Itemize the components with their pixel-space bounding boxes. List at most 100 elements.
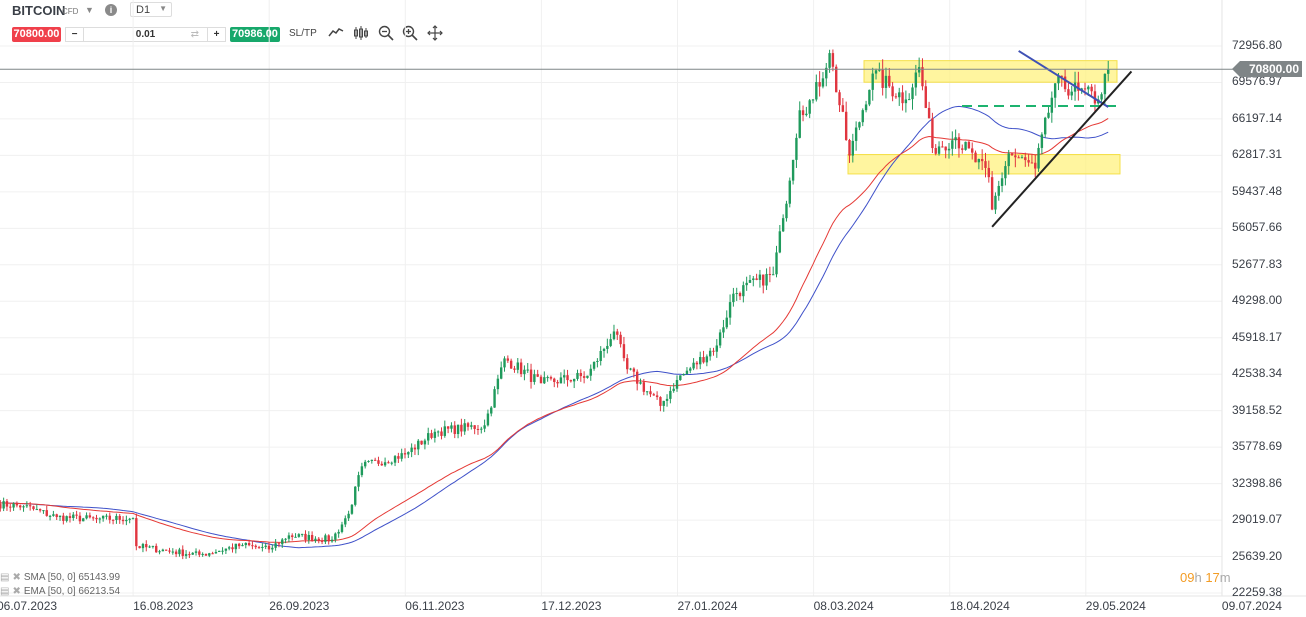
buy-button[interactable]: 70986.00	[230, 27, 280, 42]
zoom-out-icon[interactable]	[377, 25, 395, 43]
candle-body	[977, 159, 981, 163]
candle-body	[350, 504, 354, 514]
candle-body	[559, 377, 563, 384]
increase-volume-button[interactable]: +	[207, 28, 225, 41]
candle-body	[52, 514, 55, 516]
candle-body	[971, 148, 974, 153]
zoom-in-icon[interactable]	[401, 25, 419, 43]
settings-icon[interactable]: ▤	[0, 572, 10, 583]
legend-sma[interactable]: ▤ ✖ SMA [50, 0] 65143.99	[0, 571, 120, 585]
symbol-dropdown-icon[interactable]: ▼	[85, 5, 94, 15]
candle-body	[781, 218, 785, 232]
info-icon[interactable]: i	[105, 4, 117, 16]
candle-body	[1020, 157, 1024, 159]
candle-body	[314, 538, 317, 541]
candle-body	[689, 368, 692, 371]
candle-body	[231, 547, 234, 550]
candle-body	[227, 547, 231, 549]
candle-body	[788, 180, 791, 204]
candle-body	[907, 99, 911, 101]
candle-body	[363, 461, 367, 467]
candle-body	[592, 361, 596, 369]
candle-body	[642, 382, 646, 392]
candle-body	[775, 252, 778, 275]
candle-body	[48, 515, 52, 517]
candle-body	[158, 551, 161, 553]
decrease-volume-button[interactable]: −	[66, 28, 84, 41]
candle-body	[649, 391, 652, 395]
candlestick-icon[interactable]	[352, 25, 370, 43]
candle-body	[894, 96, 898, 98]
ascending-trendline	[991, 70, 1133, 228]
candle-body	[579, 372, 583, 377]
candle-body	[254, 545, 257, 548]
settings-icon[interactable]: ▤	[0, 586, 10, 597]
sltp-button[interactable]: SL/TP	[289, 28, 317, 39]
candle-body	[987, 167, 991, 178]
candle-body	[526, 369, 529, 371]
candle-body	[357, 475, 360, 487]
crosshair-move-icon[interactable]	[426, 25, 444, 43]
candle-body	[1093, 91, 1097, 104]
candle-body	[1037, 147, 1040, 169]
volume-input[interactable]: 0.01	[135, 29, 156, 40]
candle-body	[9, 506, 12, 508]
candle-body	[178, 549, 181, 555]
remove-icon[interactable]: ✖	[12, 586, 21, 597]
price-tick: 49298.00	[1232, 293, 1283, 308]
candle-body	[440, 431, 443, 436]
candle-body	[1004, 166, 1007, 179]
candle-body	[460, 424, 463, 432]
swap-icon[interactable]: ⇄	[190, 29, 199, 40]
candle-body	[2, 501, 5, 509]
volume-stepper[interactable]: − 0.01 ⇄ +	[65, 27, 226, 42]
candle-body	[307, 534, 311, 540]
candle-body	[121, 519, 125, 522]
candle-body	[871, 73, 874, 90]
candle-body	[443, 426, 447, 436]
price-tick: 42538.34	[1232, 366, 1283, 381]
remove-icon[interactable]: ✖	[12, 572, 21, 583]
candle-body	[921, 67, 924, 87]
sell-button[interactable]: 70800.00	[12, 27, 61, 42]
candle-body	[417, 440, 420, 450]
chevron-down-icon: ▼	[159, 4, 167, 13]
price-tick: 66197.14	[1232, 110, 1283, 125]
candle-body	[337, 531, 340, 534]
candle-body	[699, 357, 702, 365]
line-chart-icon[interactable]	[327, 25, 345, 43]
candle-body	[446, 426, 450, 429]
candle-body	[78, 515, 82, 522]
candle-body	[98, 518, 102, 520]
candle-body	[722, 327, 725, 333]
legend-ema[interactable]: ▤ ✖ EMA [50, 0] 66213.54	[0, 585, 120, 599]
candle-body	[791, 159, 795, 181]
candle-body	[629, 368, 632, 370]
candle-body	[692, 362, 695, 369]
candle-body	[758, 274, 762, 280]
candle-body	[874, 70, 878, 74]
candle-body	[247, 543, 251, 546]
candle-body	[917, 67, 921, 73]
candle-body	[947, 148, 951, 151]
timeframe-select[interactable]: D1 ▼	[130, 2, 172, 17]
candle-body	[423, 440, 427, 445]
candle-body	[1057, 75, 1060, 84]
date-tick: 18.04.2024	[949, 599, 1010, 613]
candle-body	[324, 535, 327, 542]
candle-body	[1060, 75, 1063, 77]
symbol-name[interactable]: BITCOIN	[12, 3, 66, 18]
candle-body	[878, 69, 881, 71]
candle-body	[702, 357, 705, 363]
candle-body	[19, 505, 22, 508]
candle-body	[768, 273, 772, 275]
sma-value: SMA [50, 0] 65143.99	[23, 572, 121, 583]
candle-body	[742, 285, 745, 297]
candle-body	[732, 293, 735, 303]
candle-body	[572, 378, 576, 382]
date-tick: 09.07.2024	[1221, 599, 1282, 613]
candle-body	[380, 463, 383, 466]
candle-body	[128, 518, 131, 520]
candle-body	[5, 501, 9, 507]
